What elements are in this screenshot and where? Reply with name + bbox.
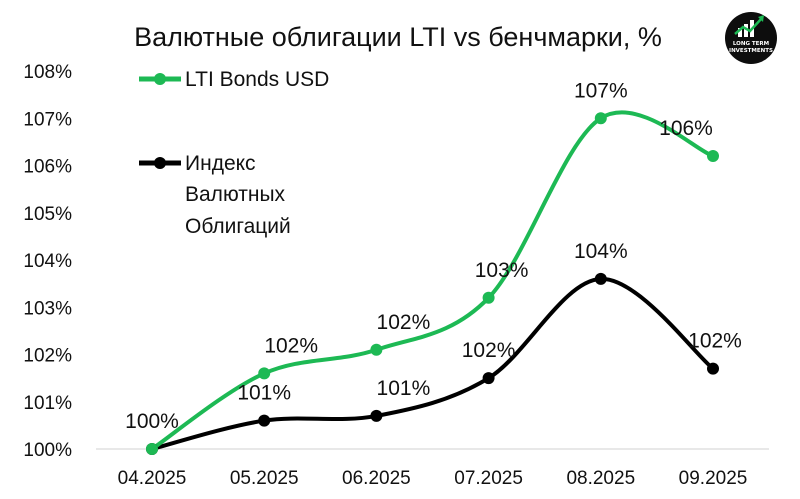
- y-axis: 100% 101% 102% 103% 104% 105% 106% 107% 108%: [23, 62, 72, 461]
- data-label-lti-bonds: 103%: [475, 259, 529, 282]
- rising-bars-icon: [734, 15, 764, 37]
- x-tick-label: 09.2025: [679, 468, 748, 489]
- logo: LONG TERM INVESTMENTS: [725, 12, 777, 64]
- x-tick-label: 05.2025: [230, 468, 299, 489]
- data-label-index: 101%: [377, 377, 431, 400]
- y-tick-label: 107%: [23, 109, 72, 130]
- x-tick-label: 06.2025: [342, 468, 411, 489]
- x-tick-label: 04.2025: [118, 468, 187, 489]
- data-point-index: [482, 372, 495, 385]
- legend-label-lti-bonds: LTI Bonds USD: [185, 68, 329, 91]
- y-tick-label: 104%: [23, 251, 72, 272]
- series-line-index: [150, 276, 715, 451]
- y-tick-label: 102%: [23, 346, 72, 367]
- data-point-lti-bonds: [258, 367, 271, 380]
- x-axis: 04.2025 05.2025 06.2025 07.2025 08.2025 09.20…: [96, 448, 769, 489]
- y-tick-label: 108%: [23, 62, 72, 83]
- data-point-lti-bonds: [370, 343, 383, 356]
- data-label-lti-bonds: 106%: [659, 117, 713, 140]
- y-tick-label: 101%: [23, 393, 72, 414]
- data-point-index: [707, 362, 719, 375]
- series-points: [146, 112, 719, 455]
- x-tick-label: 07.2025: [454, 468, 523, 489]
- data-label-lti-bonds: 102%: [377, 311, 431, 334]
- logo-text-line-1: LONG TERM: [733, 41, 769, 47]
- series-line-lti-bonds: [150, 110, 715, 451]
- logo-text-line-2: INVESTMENTS: [729, 48, 773, 54]
- legend-marker-black: [154, 157, 166, 169]
- data-label-lti-bonds: 102%: [264, 334, 318, 357]
- data-labels: 102% 102% 103% 107% 106% 100% 101% 101% 102% 104%…: [125, 79, 742, 433]
- data-label-index: 102%: [462, 339, 516, 362]
- data-point-index: [594, 272, 607, 285]
- data-point-lti-bonds: [594, 112, 607, 125]
- legend-label-index-line-1: Индекс: [185, 152, 256, 175]
- logo-badge: [725, 12, 777, 64]
- legend-marker-green: [154, 73, 166, 85]
- x-tick-label: 08.2025: [566, 468, 635, 489]
- y-tick-label: 103%: [23, 298, 72, 319]
- data-point-index: [258, 414, 271, 427]
- data-label-index: 102%: [688, 330, 742, 353]
- data-point-index: [370, 409, 383, 422]
- legend-item-lti-bonds: LTI Bonds USD: [139, 68, 329, 91]
- chart-title: Валютные облигации LTI vs бенчмарки, %: [134, 22, 662, 52]
- y-tick-label: 100%: [23, 440, 72, 461]
- data-label-index: 101%: [237, 382, 291, 405]
- data-label-index: 104%: [574, 240, 628, 263]
- legend-label-index-line-2: Валютных: [185, 183, 286, 206]
- y-tick-label: 105%: [23, 204, 72, 225]
- data-point-lti-bonds: [707, 150, 719, 163]
- y-tick-label: 106%: [23, 157, 72, 178]
- data-label-index: 100%: [125, 410, 179, 433]
- data-label-lti-bonds: 107%: [574, 79, 628, 102]
- legend-item-index: Индекс Валютных Облигаций: [139, 152, 291, 238]
- data-point-lti-bonds: [146, 443, 158, 455]
- legend: LTI Bonds USD Индекс Валютных Облигаций: [139, 68, 329, 238]
- data-point-lti-bonds: [482, 291, 495, 304]
- legend-label-index-line-3: Облигаций: [185, 215, 291, 238]
